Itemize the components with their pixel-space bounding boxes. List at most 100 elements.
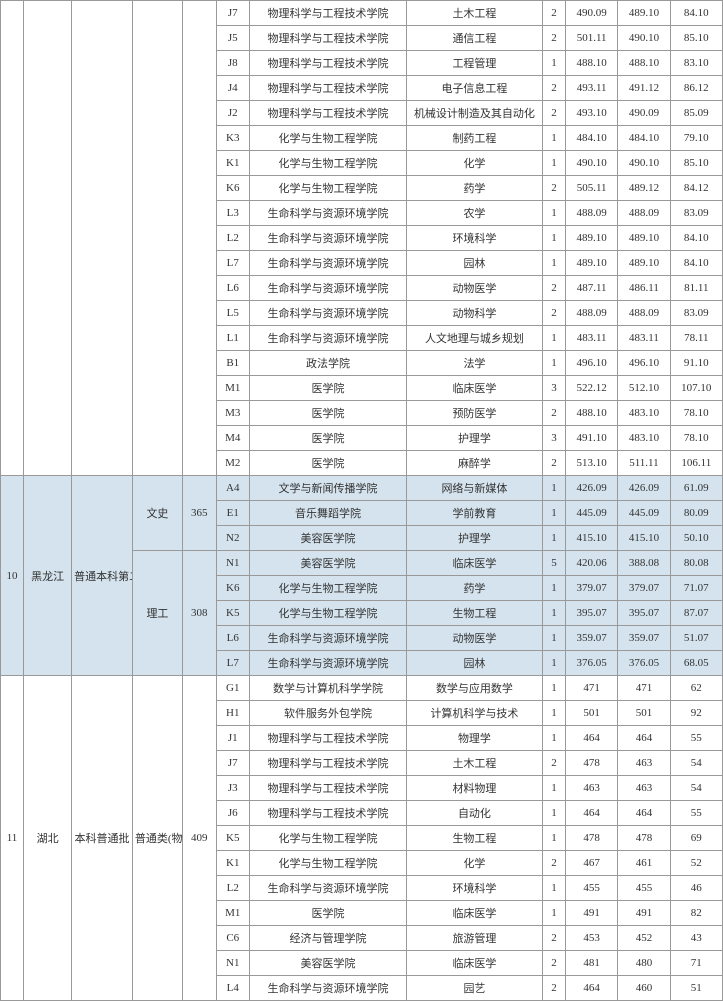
count-cell: 1 [542, 151, 565, 176]
major-cell: 农学 [406, 201, 542, 226]
subject-cell: 普通类(物理) [132, 676, 182, 1001]
code-cell: C6 [216, 926, 249, 951]
major-cell: 临床医学 [406, 551, 542, 576]
score-a-cell: 420.06 [565, 551, 617, 576]
count-cell: 2 [542, 926, 565, 951]
score-b-cell: 483.11 [618, 326, 670, 351]
score-a-cell: 496.10 [565, 351, 617, 376]
college-cell: 医学院 [249, 401, 406, 426]
score-b-cell: 359.07 [618, 626, 670, 651]
college-cell: 化学与生物工程学院 [249, 126, 406, 151]
college-cell: 化学与生物工程学院 [249, 176, 406, 201]
score-b-cell: 488.10 [618, 51, 670, 76]
major-cell: 药学 [406, 576, 542, 601]
count-cell: 1 [542, 776, 565, 801]
count-cell: 2 [542, 976, 565, 1001]
score-a-cell: 493.10 [565, 101, 617, 126]
count-cell: 2 [542, 301, 565, 326]
college-cell: 物理科学与工程技术学院 [249, 751, 406, 776]
major-cell: 临床医学 [406, 376, 542, 401]
score-b-cell: 488.09 [618, 201, 670, 226]
major-cell: 学前教育 [406, 501, 542, 526]
college-cell: 生命科学与资源环境学院 [249, 326, 406, 351]
score-c-cell: 51.07 [670, 626, 722, 651]
code-cell: N1 [216, 551, 249, 576]
score-b-cell: 464 [618, 726, 670, 751]
count-cell: 1 [542, 226, 565, 251]
score-c-cell: 62 [670, 676, 722, 701]
score-b-cell: 490.10 [618, 26, 670, 51]
score-b-cell: 376.05 [618, 651, 670, 676]
count-cell: 1 [542, 51, 565, 76]
college-cell: 医学院 [249, 901, 406, 926]
score-a-cell: 471 [565, 676, 617, 701]
score-a-cell: 445.09 [565, 501, 617, 526]
score-a-cell: 501.11 [565, 26, 617, 51]
score-a-cell: 463 [565, 776, 617, 801]
college-cell: 化学与生物工程学院 [249, 151, 406, 176]
score-c-cell: 83.09 [670, 301, 722, 326]
score-b-cell: 483.10 [618, 426, 670, 451]
major-cell: 电子信息工程 [406, 76, 542, 101]
score-a-cell: 478 [565, 751, 617, 776]
college-cell: 医学院 [249, 426, 406, 451]
score-c-cell: 84.10 [670, 226, 722, 251]
score-b-cell: 452 [618, 926, 670, 951]
score-a-cell: 376.05 [565, 651, 617, 676]
major-cell: 通信工程 [406, 26, 542, 51]
college-cell: 美容医学院 [249, 526, 406, 551]
college-cell: 生命科学与资源环境学院 [249, 201, 406, 226]
score-b-cell: 511.11 [618, 451, 670, 476]
score-b-cell: 490.10 [618, 151, 670, 176]
score-c-cell: 80.08 [670, 551, 722, 576]
score-b-cell: 415.10 [618, 526, 670, 551]
code-cell: H1 [216, 701, 249, 726]
count-cell: 1 [542, 701, 565, 726]
major-cell: 法学 [406, 351, 542, 376]
score-b-cell: 512.10 [618, 376, 670, 401]
score-a-cell: 501 [565, 701, 617, 726]
score-a-cell: 483.11 [565, 326, 617, 351]
major-cell: 动物科学 [406, 301, 542, 326]
score-c-cell: 84.10 [670, 251, 722, 276]
major-cell: 土木工程 [406, 1, 542, 26]
score-c-cell: 78.10 [670, 426, 722, 451]
count-cell: 1 [542, 801, 565, 826]
major-cell: 环境科学 [406, 876, 542, 901]
score-a-cell: 487.11 [565, 276, 617, 301]
score-c-cell: 91.10 [670, 351, 722, 376]
score-b-cell: 471 [618, 676, 670, 701]
major-cell: 制药工程 [406, 126, 542, 151]
score-b-cell: 489.12 [618, 176, 670, 201]
code-cell: L5 [216, 301, 249, 326]
score-b-cell: 426.09 [618, 476, 670, 501]
score-c-cell: 83.10 [670, 51, 722, 76]
score-b-cell: 455 [618, 876, 670, 901]
line-cell [183, 1, 216, 476]
score-b-cell: 486.11 [618, 276, 670, 301]
major-cell: 临床医学 [406, 901, 542, 926]
major-cell: 环境科学 [406, 226, 542, 251]
college-cell: 物理科学与工程技术学院 [249, 51, 406, 76]
score-c-cell: 79.10 [670, 126, 722, 151]
count-cell: 2 [542, 751, 565, 776]
score-c-cell: 80.09 [670, 501, 722, 526]
code-cell: M3 [216, 401, 249, 426]
college-cell: 物理科学与工程技术学院 [249, 76, 406, 101]
code-cell: L6 [216, 626, 249, 651]
college-cell: 化学与生物工程学院 [249, 826, 406, 851]
major-cell: 工程管理 [406, 51, 542, 76]
index-cell: 10 [1, 476, 24, 676]
score-a-cell: 415.10 [565, 526, 617, 551]
college-cell: 生命科学与资源环境学院 [249, 976, 406, 1001]
score-c-cell: 71.07 [670, 576, 722, 601]
count-cell: 1 [542, 876, 565, 901]
count-cell: 2 [542, 851, 565, 876]
college-cell: 生命科学与资源环境学院 [249, 276, 406, 301]
college-cell: 物理科学与工程技术学院 [249, 776, 406, 801]
score-c-cell: 81.11 [670, 276, 722, 301]
code-cell: J3 [216, 776, 249, 801]
score-a-cell: 359.07 [565, 626, 617, 651]
score-a-cell: 488.10 [565, 401, 617, 426]
score-c-cell: 84.12 [670, 176, 722, 201]
